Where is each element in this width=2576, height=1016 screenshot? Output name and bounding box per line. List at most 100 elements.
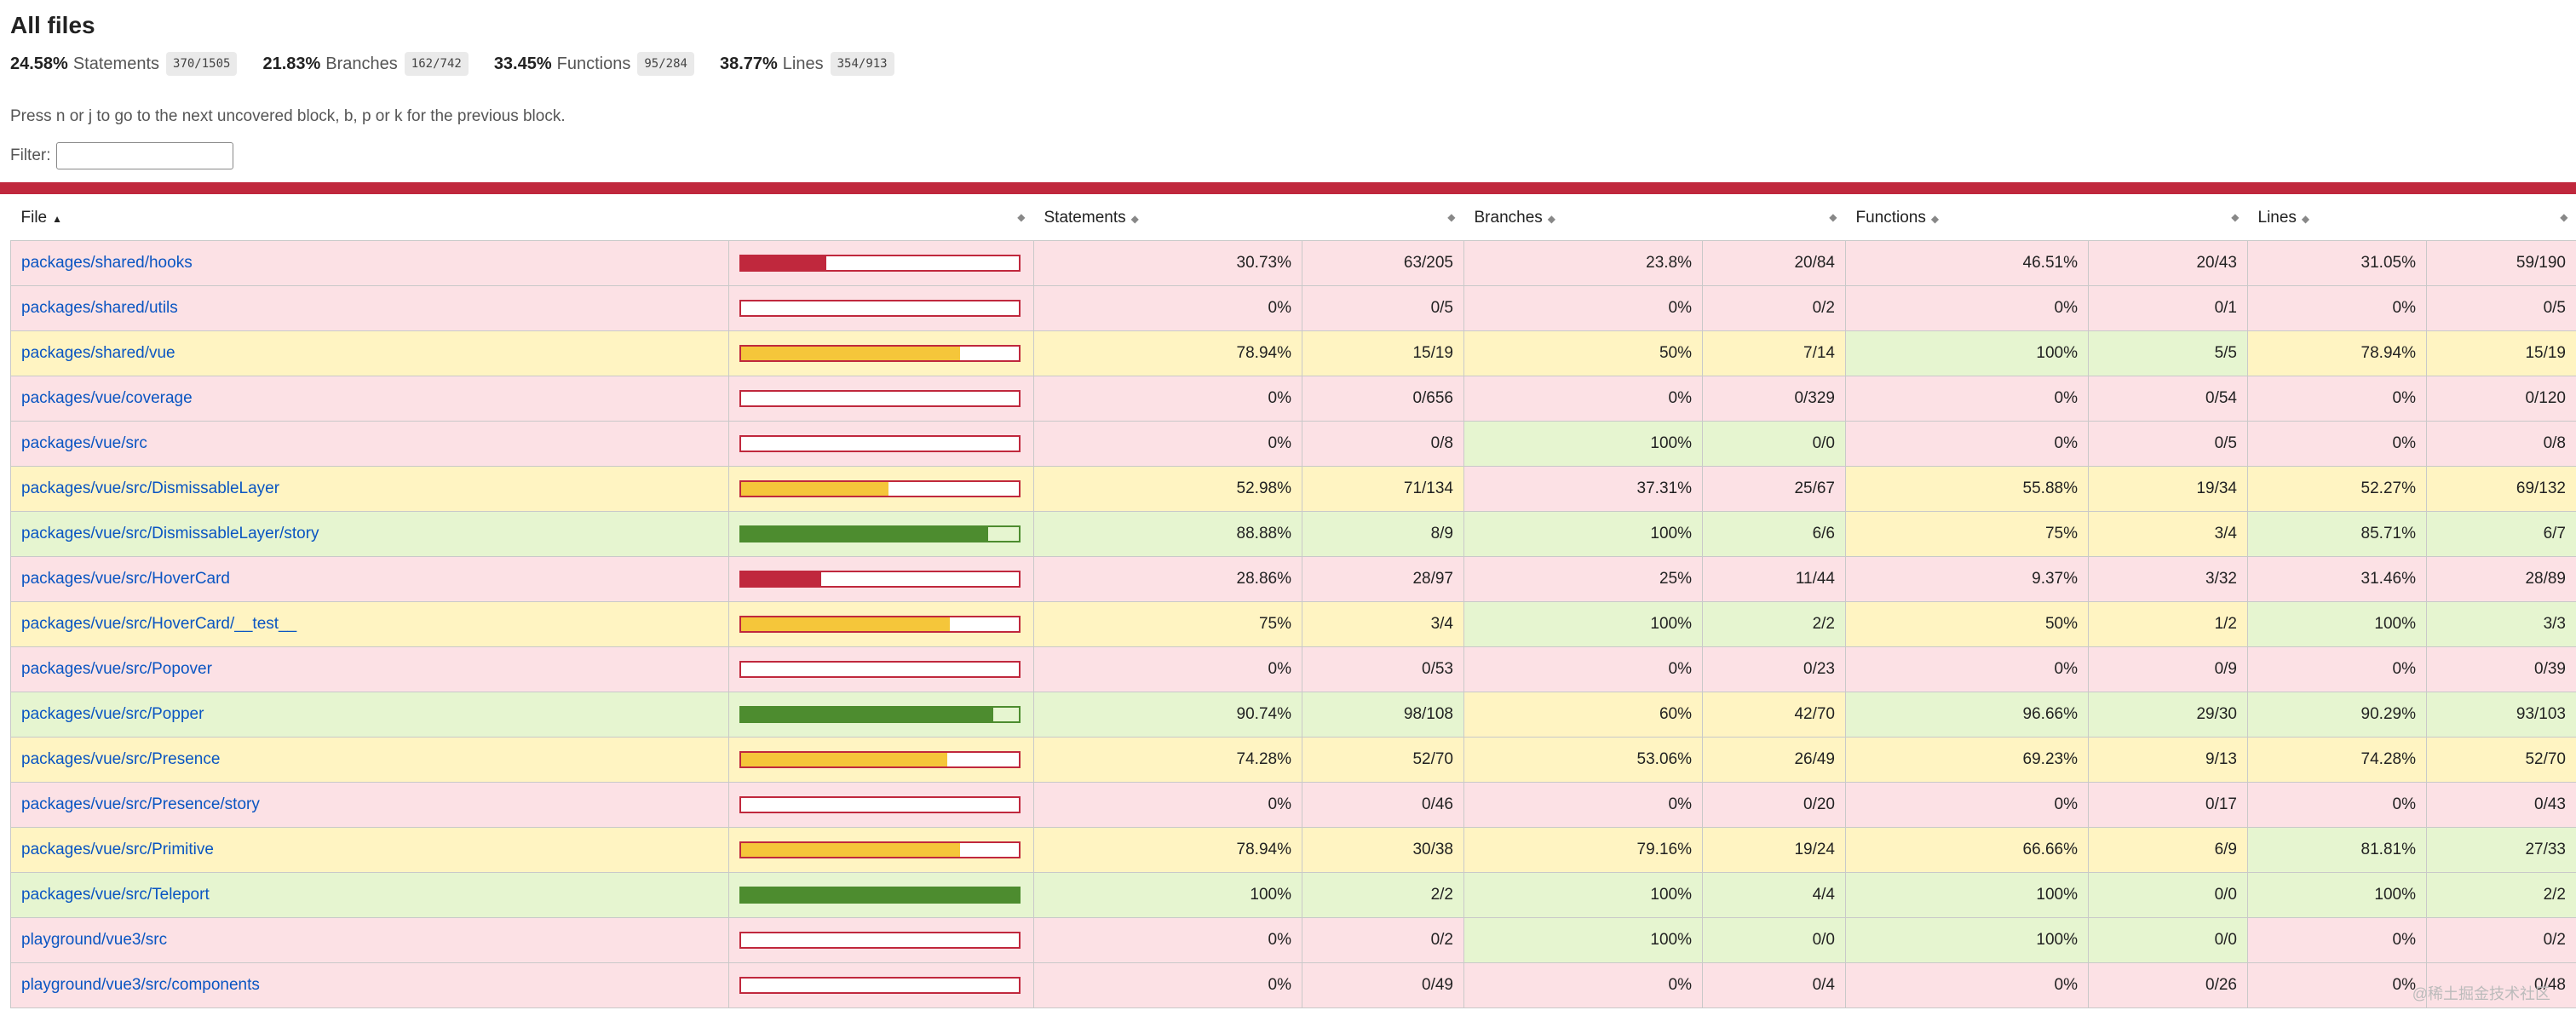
functions-pct: 55.88%: [1845, 465, 2089, 512]
statements-pct: 75%: [1033, 600, 1302, 647]
functions-pct: 0%: [1845, 781, 2089, 828]
statements-fraction: 3/4: [1302, 600, 1464, 647]
sort-icon: ◆: [1829, 211, 1837, 223]
file-link[interactable]: packages/vue/src/DismissableLayer: [21, 479, 280, 497]
statements-fraction: 8/9: [1302, 510, 1464, 557]
table-row: packages/vue/src/Presence/story 0% 0/46 0% 0…: [10, 781, 2576, 828]
file-cell: packages/vue/src/Presence/story: [10, 781, 729, 828]
file-link[interactable]: playground/vue3/src: [21, 930, 168, 949]
file-link[interactable]: packages/shared/utils: [21, 298, 178, 317]
coverage-table: File ▲ ◆ Statements ◆ ◆ Branches ◆ ◆ Functi…: [10, 196, 2576, 1008]
statements-pct: 0%: [1033, 284, 1302, 331]
branches-pct: 25%: [1463, 555, 1703, 602]
coverage-bar: [739, 570, 1021, 588]
filter-input[interactable]: [55, 142, 233, 169]
branches-pct: 79.16%: [1463, 826, 1703, 873]
file-link[interactable]: packages/vue/src/Teleport: [21, 885, 210, 904]
coverage-bar: [739, 525, 1021, 542]
lines-fraction: 0/43: [2426, 781, 2576, 828]
table-row: packages/vue/src 0% 0/8 100% 0/0 0% 0/5 0% 0/8: [10, 420, 2576, 467]
coverage-bar-cell: [728, 284, 1034, 331]
header: All files 24.58% Statements 370/1505 21.83%…: [0, 0, 2576, 172]
statements-pct: 100%: [1033, 871, 1302, 918]
file-cell: packages/vue/src: [10, 420, 729, 467]
lines-pct: 78.94%: [2247, 330, 2427, 376]
summary-label: Lines: [782, 54, 824, 73]
col-lines-frac[interactable]: ◆: [2427, 196, 2576, 240]
coverage-bar: [739, 615, 1021, 633]
col-branches-frac[interactable]: ◆: [1703, 196, 1846, 240]
functions-fraction: 0/9: [2088, 646, 2248, 692]
col-functions[interactable]: Functions ◆: [1855, 208, 1940, 227]
statements-fraction: 0/49: [1302, 961, 1464, 1008]
table-row: packages/vue/src/DismissableLayer/story 8…: [10, 510, 2576, 557]
file-cell: packages/vue/src/DismissableLayer/story: [10, 510, 729, 557]
coverage-bar: [739, 344, 1021, 362]
file-link[interactable]: packages/vue/src/Presence/story: [21, 795, 260, 813]
col-lines[interactable]: Lines ◆: [2257, 208, 2310, 227]
coverage-bar-cell: [728, 239, 1034, 286]
coverage-bar-cell: [728, 916, 1034, 963]
file-link[interactable]: packages/vue/src: [21, 433, 147, 452]
table-row: packages/vue/src/Popover 0% 0/53 0% 0/23 0% 0/…: [10, 646, 2576, 692]
statements-fraction: 0/8: [1302, 420, 1464, 467]
functions-pct: 75%: [1845, 510, 2089, 557]
branches-fraction: 0/0: [1702, 420, 1846, 467]
coverage-bar: [739, 795, 1021, 813]
file-link[interactable]: packages/vue/coverage: [21, 388, 193, 407]
statements-fraction: 0/656: [1302, 375, 1464, 422]
lines-fraction: 3/3: [2426, 600, 2576, 647]
file-link[interactable]: playground/vue3/src/components: [21, 975, 260, 994]
filter-label: Filter:: [10, 146, 51, 164]
lines-pct: 81.81%: [2247, 826, 2427, 873]
coverage-bar-fill: [741, 346, 961, 360]
summary-branches: 21.83% Branches 162/742: [262, 52, 469, 76]
statements-pct: 0%: [1033, 375, 1302, 422]
table-row: packages/vue/src/HoverCard/__test__ 75% 3/…: [10, 600, 2576, 647]
col-bar[interactable]: ◆: [729, 196, 1034, 240]
statements-fraction: 0/53: [1302, 646, 1464, 692]
functions-fraction: 9/13: [2088, 736, 2248, 783]
branches-pct: 100%: [1463, 600, 1703, 647]
sort-icon: ◆: [1130, 212, 1139, 225]
file-cell: playground/vue3/src: [10, 916, 729, 963]
sort-icon: ◆: [1447, 211, 1456, 223]
lines-pct: 31.46%: [2247, 555, 2427, 602]
coverage-bar: [739, 841, 1021, 858]
branches-fraction: 0/0: [1702, 916, 1846, 963]
coverage-bar: [739, 660, 1021, 678]
branches-pct: 60%: [1463, 691, 1703, 738]
functions-fraction: 3/4: [2088, 510, 2248, 557]
statements-fraction: 0/46: [1302, 781, 1464, 828]
file-link[interactable]: packages/vue/src/Primitive: [21, 840, 214, 858]
table-row: packages/vue/src/Presence 74.28% 52/70 53.0…: [10, 736, 2576, 783]
branches-pct: 23.8%: [1463, 239, 1703, 286]
coverage-bar-fill: [741, 707, 993, 721]
functions-pct: 9.37%: [1845, 555, 2089, 602]
file-link[interactable]: packages/vue/src/HoverCard/__test__: [21, 614, 297, 633]
col-statements[interactable]: Statements ◆: [1044, 208, 1139, 227]
col-file[interactable]: File ▲: [20, 208, 63, 227]
file-link[interactable]: packages/vue/src/DismissableLayer/story: [21, 524, 319, 542]
file-link[interactable]: packages/shared/hooks: [21, 253, 193, 272]
lines-fraction: 0/5: [2426, 284, 2576, 331]
lines-fraction: 28/89: [2426, 555, 2576, 602]
branches-fraction: 20/84: [1702, 239, 1846, 286]
col-branches[interactable]: Branches ◆: [1474, 208, 1556, 227]
file-link[interactable]: packages/vue/src/Popper: [21, 704, 204, 723]
sort-icon: ◆: [2301, 212, 2310, 225]
lines-fraction: 0/39: [2426, 646, 2576, 692]
file-link[interactable]: packages/vue/src/Presence: [21, 749, 221, 768]
summary-label: Statements: [72, 54, 160, 73]
functions-fraction: 6/9: [2088, 826, 2248, 873]
file-link[interactable]: packages/vue/src/HoverCard: [21, 569, 230, 588]
table-row: playground/vue3/src 0% 0/2 100% 0/0 100% 0/0 0%…: [10, 916, 2576, 963]
statements-pct: 0%: [1033, 781, 1302, 828]
coverage-bar-cell: [728, 736, 1034, 783]
statements-fraction: 15/19: [1302, 330, 1464, 376]
file-link[interactable]: packages/vue/src/Popover: [21, 659, 212, 678]
branches-pct: 0%: [1463, 284, 1703, 331]
col-statements-frac[interactable]: ◆: [1302, 196, 1464, 240]
file-link[interactable]: packages/shared/vue: [21, 343, 175, 362]
col-functions-frac[interactable]: ◆: [2089, 196, 2248, 240]
